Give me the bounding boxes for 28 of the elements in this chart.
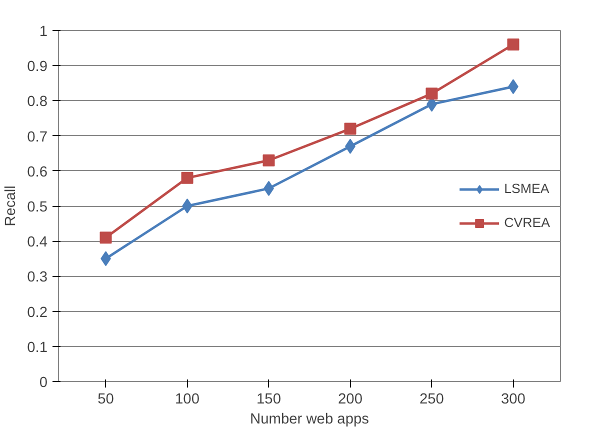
y-tick-label: 0.2 xyxy=(27,304,48,321)
point xyxy=(100,232,112,244)
y-tick-label: 0.1 xyxy=(27,340,48,356)
y-tick-label: 1 xyxy=(39,24,48,40)
x-tick-label: 300 xyxy=(501,392,526,408)
point xyxy=(181,172,194,184)
x-tick-label: 250 xyxy=(420,392,444,408)
y-tick-label: 0.9 xyxy=(27,59,48,76)
point xyxy=(426,88,438,100)
legend-label: CVREA xyxy=(504,215,550,230)
y-tick-label: 0.8 xyxy=(27,94,48,110)
x-axis-title: Number web apps xyxy=(250,412,369,428)
x-tick-label: 200 xyxy=(338,392,362,408)
y-tick-label: 0.7 xyxy=(27,129,48,146)
point xyxy=(344,122,356,135)
x-tick-label: 150 xyxy=(256,392,281,408)
point xyxy=(507,38,520,51)
y-tick-label: 0.3 xyxy=(27,270,48,286)
point xyxy=(182,198,192,214)
y-tick-label: 0.4 xyxy=(27,234,48,251)
y-tick-label: 0.5 xyxy=(27,200,48,216)
point xyxy=(262,154,275,166)
y-axis-title: Recall xyxy=(3,186,20,226)
x-tick-label: 50 xyxy=(98,392,114,408)
y-tick-label: 0.6 xyxy=(27,164,48,180)
y-tick-label: 0 xyxy=(39,375,48,391)
x-tick-label: 100 xyxy=(175,392,200,408)
legend-label: LSMEA xyxy=(504,181,550,196)
